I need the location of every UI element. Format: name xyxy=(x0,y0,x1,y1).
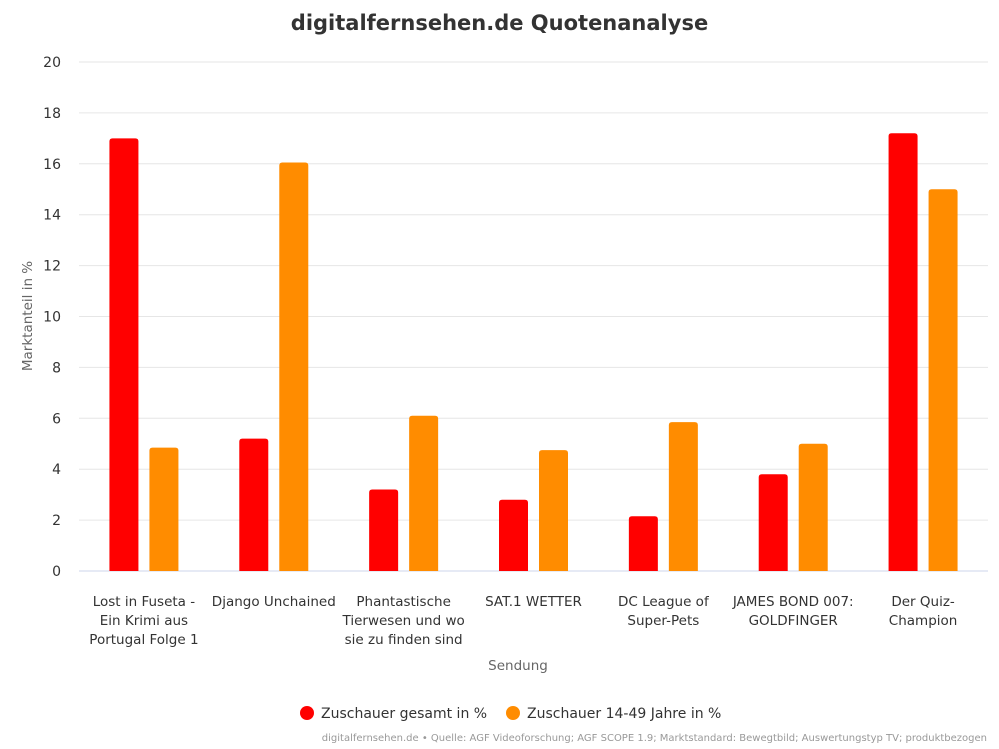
x-category-label: Lost in Fuseta - Ein Krimi aus Portugal Fo… xyxy=(89,594,198,648)
x-category-label-line: Phantastische xyxy=(356,594,451,610)
chart-title: digitalfernsehen.de Quotenanalyse xyxy=(291,11,708,35)
x-category-label-line: Tierwesen und wo xyxy=(342,613,465,629)
y-axis-title: Marktanteil in % xyxy=(20,261,36,371)
y-tick-label: 16 xyxy=(43,157,61,173)
y-tick-label: 10 xyxy=(43,310,61,326)
credits-text: digitalfernsehen.de • Quelle: AGF Videof… xyxy=(322,733,987,744)
x-category-label-line: Portugal Folge 1 xyxy=(89,632,198,648)
y-tick-label: 18 xyxy=(43,106,61,122)
legend-item[interactable]: Zuschauer 14-49 Jahre in % xyxy=(506,706,721,722)
x-category-label: DC League of Super-Pets xyxy=(618,594,710,629)
bar[interactable] xyxy=(798,443,828,571)
bar[interactable] xyxy=(369,489,399,571)
x-category-label-line: DC League of xyxy=(618,594,710,610)
y-tick-label: 14 xyxy=(43,208,61,224)
bar[interactable] xyxy=(539,450,568,571)
legend-marker xyxy=(506,706,520,720)
series-zuschauer-14-49 xyxy=(149,162,958,571)
x-category-label: JAMES BOND 007: GOLDFINGER xyxy=(732,594,854,629)
bar[interactable] xyxy=(928,189,958,571)
x-category-label-line: Django Unchained xyxy=(212,594,336,610)
x-category-label-line: Ein Krimi aus xyxy=(100,613,188,629)
bars xyxy=(109,133,958,571)
legend-label: Zuschauer gesamt in % xyxy=(321,706,487,722)
x-category-label: Der Quiz- Champion xyxy=(889,594,958,629)
legend-item[interactable]: Zuschauer gesamt in % xyxy=(300,706,487,722)
x-category-label-line: Super-Pets xyxy=(627,613,699,629)
x-category-label-line: sie zu finden sind xyxy=(345,632,463,648)
bar[interactable] xyxy=(628,516,658,571)
x-category-label-line: SAT.1 WETTER xyxy=(485,594,582,610)
bar[interactable] xyxy=(109,138,139,571)
gridlines xyxy=(79,61,988,572)
bar[interactable] xyxy=(888,133,918,571)
bar[interactable] xyxy=(279,162,309,571)
y-tick-label: 8 xyxy=(52,360,61,376)
legend: Zuschauer gesamt in % Zuschauer 14-49 Jah… xyxy=(300,706,721,722)
x-category-label-line: JAMES BOND 007: xyxy=(732,594,854,610)
x-category-label-line: Der Quiz- xyxy=(891,594,955,610)
series-zuschauer-gesamt xyxy=(109,133,918,571)
bar[interactable] xyxy=(668,422,698,571)
x-axis-categories: Lost in Fuseta - Ein Krimi aus Portugal Fo… xyxy=(89,594,957,648)
y-tick-label: 0 xyxy=(52,564,61,580)
y-axis-ticks: 0 2 4 6 8 10 12 14 16 18 20 xyxy=(43,55,61,580)
y-tick-label: 2 xyxy=(52,513,61,529)
bar[interactable] xyxy=(758,474,788,571)
y-tick-label: 6 xyxy=(52,411,61,427)
bar[interactable] xyxy=(499,499,528,571)
bar[interactable] xyxy=(239,438,269,571)
x-category-label-line: GOLDFINGER xyxy=(749,613,838,629)
x-category-label-line: Champion xyxy=(889,613,958,629)
x-axis-title: Sendung xyxy=(488,658,548,674)
x-category-label: Phantastische Tierwesen und wo sie zu find… xyxy=(342,594,465,648)
y-tick-label: 12 xyxy=(43,259,61,275)
bar[interactable] xyxy=(149,447,179,571)
x-category-label: SAT.1 WETTER xyxy=(485,594,582,610)
x-category-label-line: Lost in Fuseta - xyxy=(93,594,196,610)
y-tick-label: 20 xyxy=(43,55,61,71)
legend-label: Zuschauer 14-49 Jahre in % xyxy=(527,706,721,722)
legend-marker xyxy=(300,706,314,720)
y-tick-label: 4 xyxy=(52,462,61,478)
bar[interactable] xyxy=(409,415,439,571)
x-category-label: Django Unchained xyxy=(212,594,336,610)
